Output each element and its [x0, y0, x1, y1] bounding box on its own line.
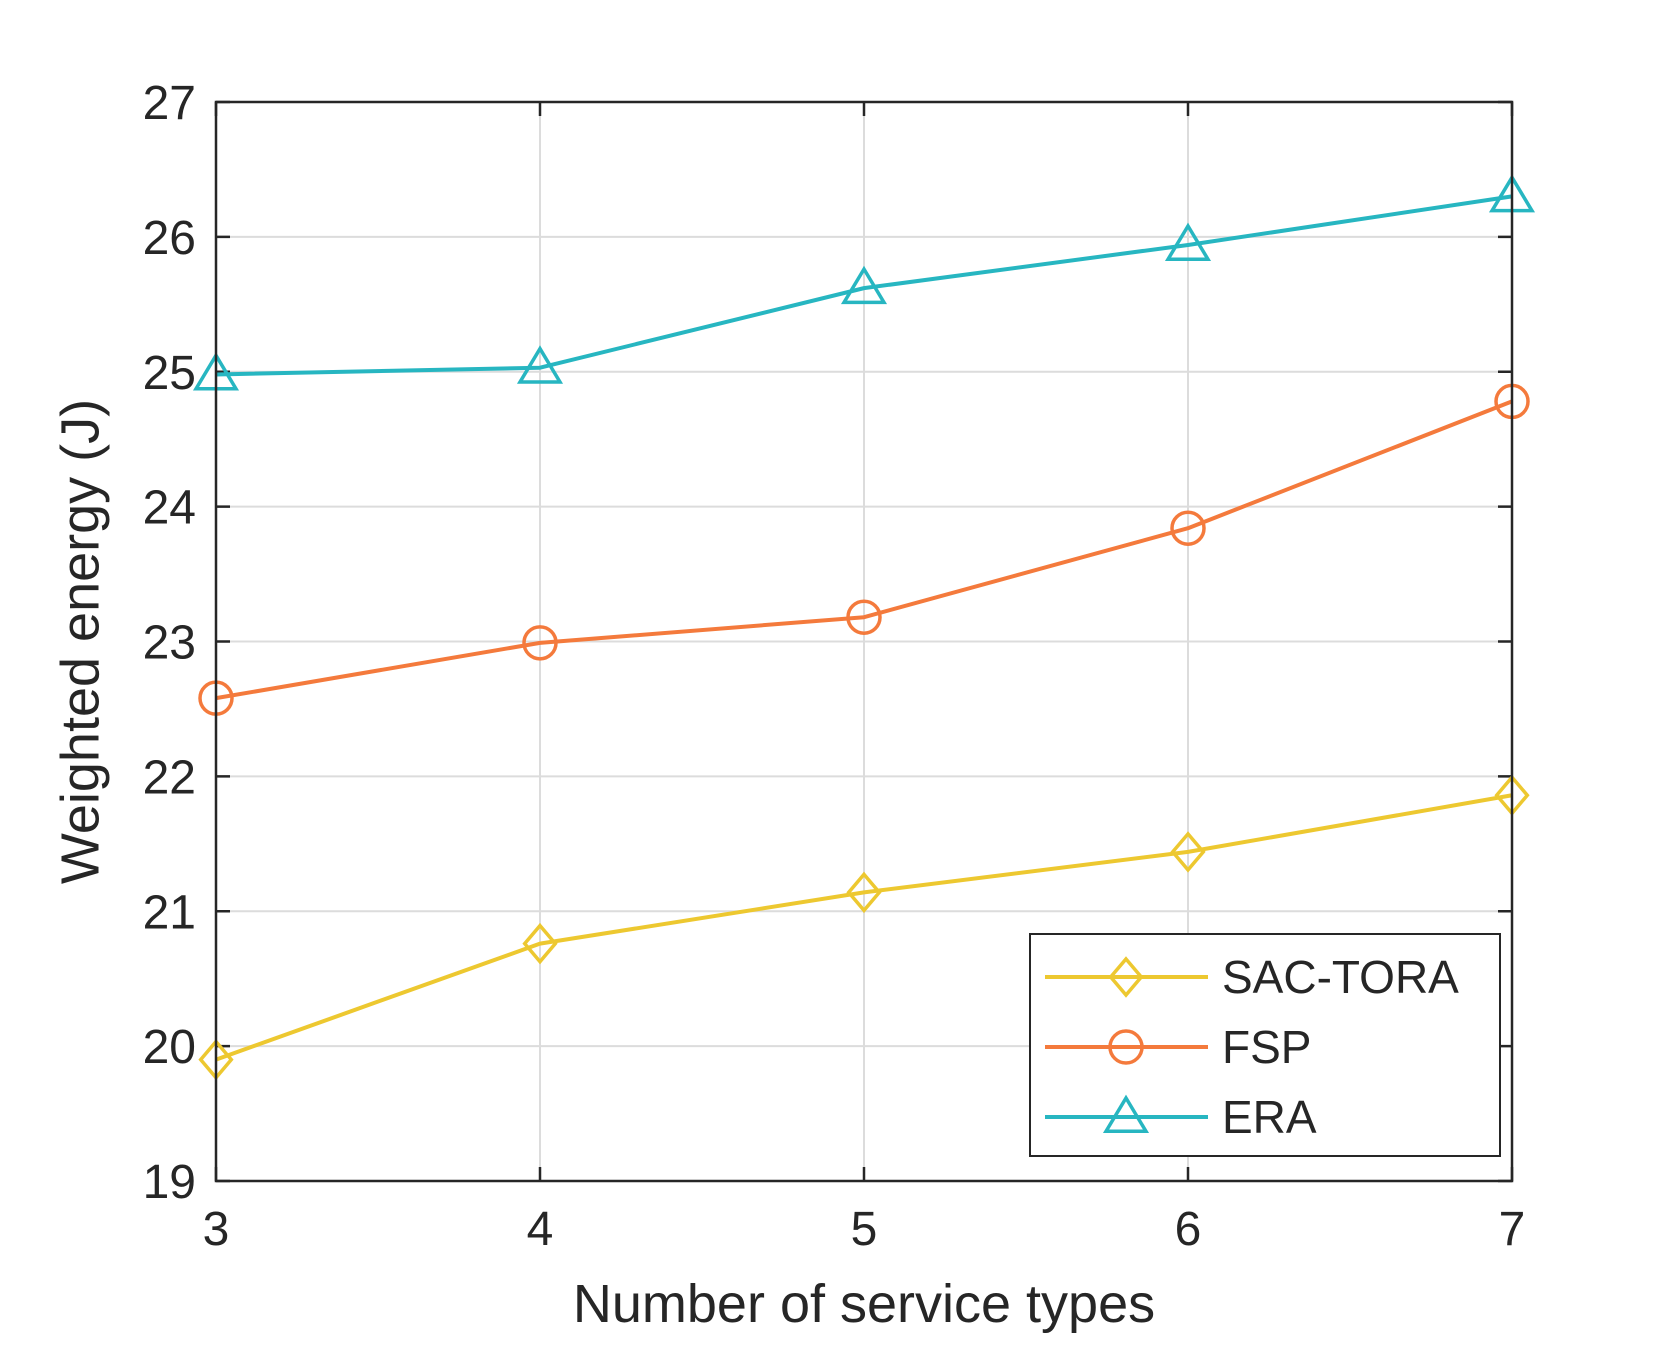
data-point-fsp [1170, 510, 1206, 546]
tick-labels: 3 4 5 6 7 19 20 21 22 23 24 25 26 27 [143, 77, 1526, 1256]
series-line-era [215, 194, 1513, 377]
series-line-sac-tora [215, 793, 1513, 1062]
x-tick-label: 5 [851, 1203, 878, 1256]
y-tick-label: 27 [143, 77, 196, 130]
legend: SAC-TORA FSP ERA [1029, 933, 1501, 1157]
data-point-fsp [846, 599, 882, 635]
data-point-era [516, 345, 564, 384]
data-series [192, 174, 1536, 1081]
legend-marker-era [1102, 1094, 1150, 1133]
y-tick-label: 22 [143, 751, 196, 804]
data-point-sac-tora [846, 871, 882, 914]
x-tick-label: 6 [1175, 1203, 1202, 1256]
data-point-fsp [522, 625, 558, 661]
y-tick-label: 20 [143, 1021, 196, 1074]
legend-label-era: ERA [1222, 1091, 1317, 1143]
y-tick-label: 24 [143, 482, 196, 535]
legend-label-fsp: FSP [1222, 1021, 1311, 1073]
legend-item-sac-tora: SAC-TORA [1045, 951, 1459, 1003]
data-point-era [1164, 222, 1212, 261]
legend-label-sac-tora: SAC-TORA [1222, 951, 1459, 1003]
y-tick-label: 21 [143, 886, 196, 939]
data-point-sac-tora [522, 922, 558, 965]
legend-item-fsp: FSP [1045, 1021, 1311, 1073]
y-tick-label: 23 [143, 617, 196, 670]
x-tick-label: 7 [1499, 1203, 1526, 1256]
y-tick-label: 25 [143, 347, 196, 400]
y-axis-label: Weighted energy (J) [50, 399, 110, 884]
data-point-era [840, 265, 888, 305]
series-line-fsp [215, 399, 1513, 701]
y-tick-label: 26 [143, 212, 196, 265]
data-point-sac-tora [1170, 831, 1206, 873]
legend-item-era: ERA [1045, 1091, 1317, 1143]
legend-marker-fsp [1108, 1029, 1144, 1065]
x-axis-label: Number of service types [573, 1274, 1155, 1334]
plot-area-border [214, 100, 1514, 1183]
x-tick-label: 4 [527, 1203, 554, 1256]
series-era [192, 174, 1536, 391]
x-tick-label: 3 [203, 1203, 230, 1256]
legend-marker-sac-tora [1108, 956, 1144, 998]
y-tick-label: 19 [143, 1156, 196, 1209]
